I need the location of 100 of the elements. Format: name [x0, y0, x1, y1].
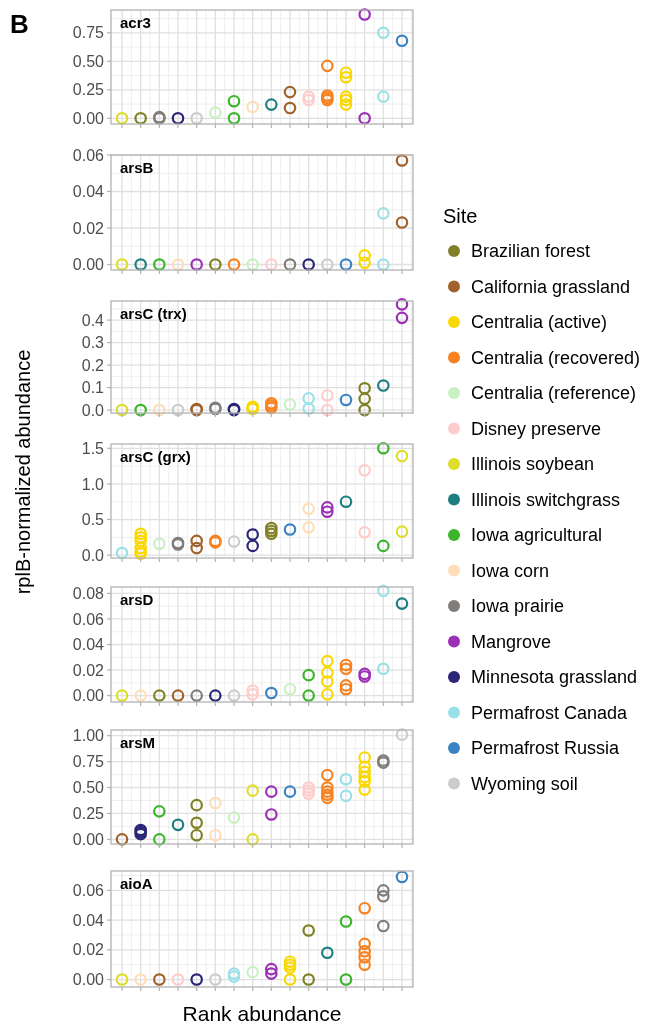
- y-tick-label: 0.02: [72, 219, 105, 237]
- point: [209, 973, 222, 986]
- y-tick-label: 0.02: [72, 661, 105, 679]
- point: [283, 398, 297, 411]
- y-tick-label: 0.0: [81, 546, 105, 564]
- legend-label: Iowa agricultural: [471, 525, 603, 546]
- legend-label: Minnesota grassland: [471, 667, 638, 688]
- y-tick-label: 0.3: [81, 334, 105, 352]
- point: [227, 811, 241, 824]
- point: [153, 258, 166, 271]
- point: [190, 689, 203, 702]
- legend-label: Centralia (recovered): [471, 347, 641, 368]
- point: [283, 258, 297, 271]
- chart-title: arsB: [120, 159, 154, 176]
- point: [134, 973, 147, 986]
- point: [302, 502, 315, 516]
- point: [265, 98, 278, 111]
- chart-title: arsC (grx): [120, 448, 191, 465]
- y-tick-label: 1.0: [81, 475, 105, 493]
- point: [153, 973, 166, 986]
- point: [171, 112, 185, 125]
- point: [115, 833, 129, 846]
- legend-label: Mangrove: [471, 631, 552, 652]
- legend-title: Site: [443, 205, 478, 227]
- y-tick-label: 0.2: [81, 356, 105, 374]
- point: [171, 818, 185, 832]
- point: [358, 958, 371, 971]
- point: [321, 946, 334, 960]
- point: [171, 258, 185, 271]
- point: [190, 112, 203, 125]
- y-tick-label: 0.00: [72, 830, 105, 848]
- y-tick-label: 0.08: [72, 584, 105, 602]
- text: B: [10, 9, 29, 39]
- point: [190, 258, 203, 271]
- legend-label: Brazilian forest: [471, 241, 591, 262]
- point: [358, 464, 371, 477]
- point: [134, 258, 147, 271]
- point: [227, 258, 241, 271]
- y-tick-label: 0.5: [81, 511, 105, 529]
- point: [115, 973, 129, 986]
- y-tick-label: 0.04: [72, 183, 105, 201]
- legend-label: Permafrost Russia: [471, 738, 621, 759]
- y-tick-label: 1.5: [81, 439, 105, 457]
- point: [227, 689, 241, 702]
- point: [115, 112, 129, 125]
- point: [358, 783, 371, 796]
- point: [377, 441, 390, 455]
- point: [246, 528, 259, 541]
- chart-title: arsM: [120, 734, 156, 751]
- y-tick-label: 0.50: [72, 779, 105, 797]
- point: [115, 258, 129, 271]
- point: [115, 546, 129, 560]
- point: [246, 258, 259, 271]
- y-tick-label: 0.1: [81, 379, 105, 397]
- point: [321, 258, 334, 271]
- chart-title: acr3: [120, 14, 151, 31]
- y-tick-label: 0.75: [72, 753, 105, 771]
- y-tick-label: 0.00: [72, 256, 105, 274]
- y-tick-label: 0.00: [72, 109, 105, 127]
- point: [134, 541, 147, 555]
- point: [339, 98, 353, 111]
- y-tick-label: 0.06: [72, 881, 105, 899]
- point: [246, 100, 259, 114]
- legend-label: Centralia (active): [471, 312, 608, 333]
- y-tick-label: 0.25: [72, 805, 105, 823]
- point: [265, 258, 278, 271]
- x-axis-title: Rank abundance: [182, 1002, 342, 1025]
- point: [153, 403, 166, 417]
- point: [339, 258, 353, 271]
- y-tick-label: 0.04: [72, 636, 105, 654]
- legend-label: Permafrost Canada: [471, 702, 629, 723]
- point: [395, 728, 409, 741]
- point: [395, 870, 409, 884]
- point: [115, 403, 129, 417]
- point: [209, 689, 222, 702]
- point: [171, 689, 185, 702]
- y-tick-label: 0.25: [72, 81, 105, 99]
- point: [134, 112, 147, 125]
- chart-title: arsC (trx): [120, 305, 187, 322]
- chart-title: arsD: [120, 591, 154, 608]
- point: [171, 973, 185, 986]
- y-axis-title: rplB-normalized abundance: [12, 349, 34, 595]
- y-tick-label: 0.06: [72, 146, 105, 164]
- legend-label: Illinois switchgrass: [471, 489, 621, 510]
- point: [302, 258, 315, 271]
- point: [134, 689, 147, 702]
- point: [246, 965, 259, 979]
- point: [115, 689, 129, 702]
- point: [209, 258, 222, 271]
- point: [153, 537, 166, 551]
- y-tick-label: 0.00: [72, 971, 105, 989]
- point: [339, 495, 353, 509]
- point: [265, 686, 278, 700]
- point: [171, 403, 185, 417]
- legend-label: Wyoming soil: [471, 773, 578, 794]
- y-tick-label: 0.06: [72, 610, 105, 628]
- point: [227, 535, 241, 548]
- point: [190, 534, 203, 548]
- point: [209, 106, 222, 119]
- point: [377, 379, 390, 392]
